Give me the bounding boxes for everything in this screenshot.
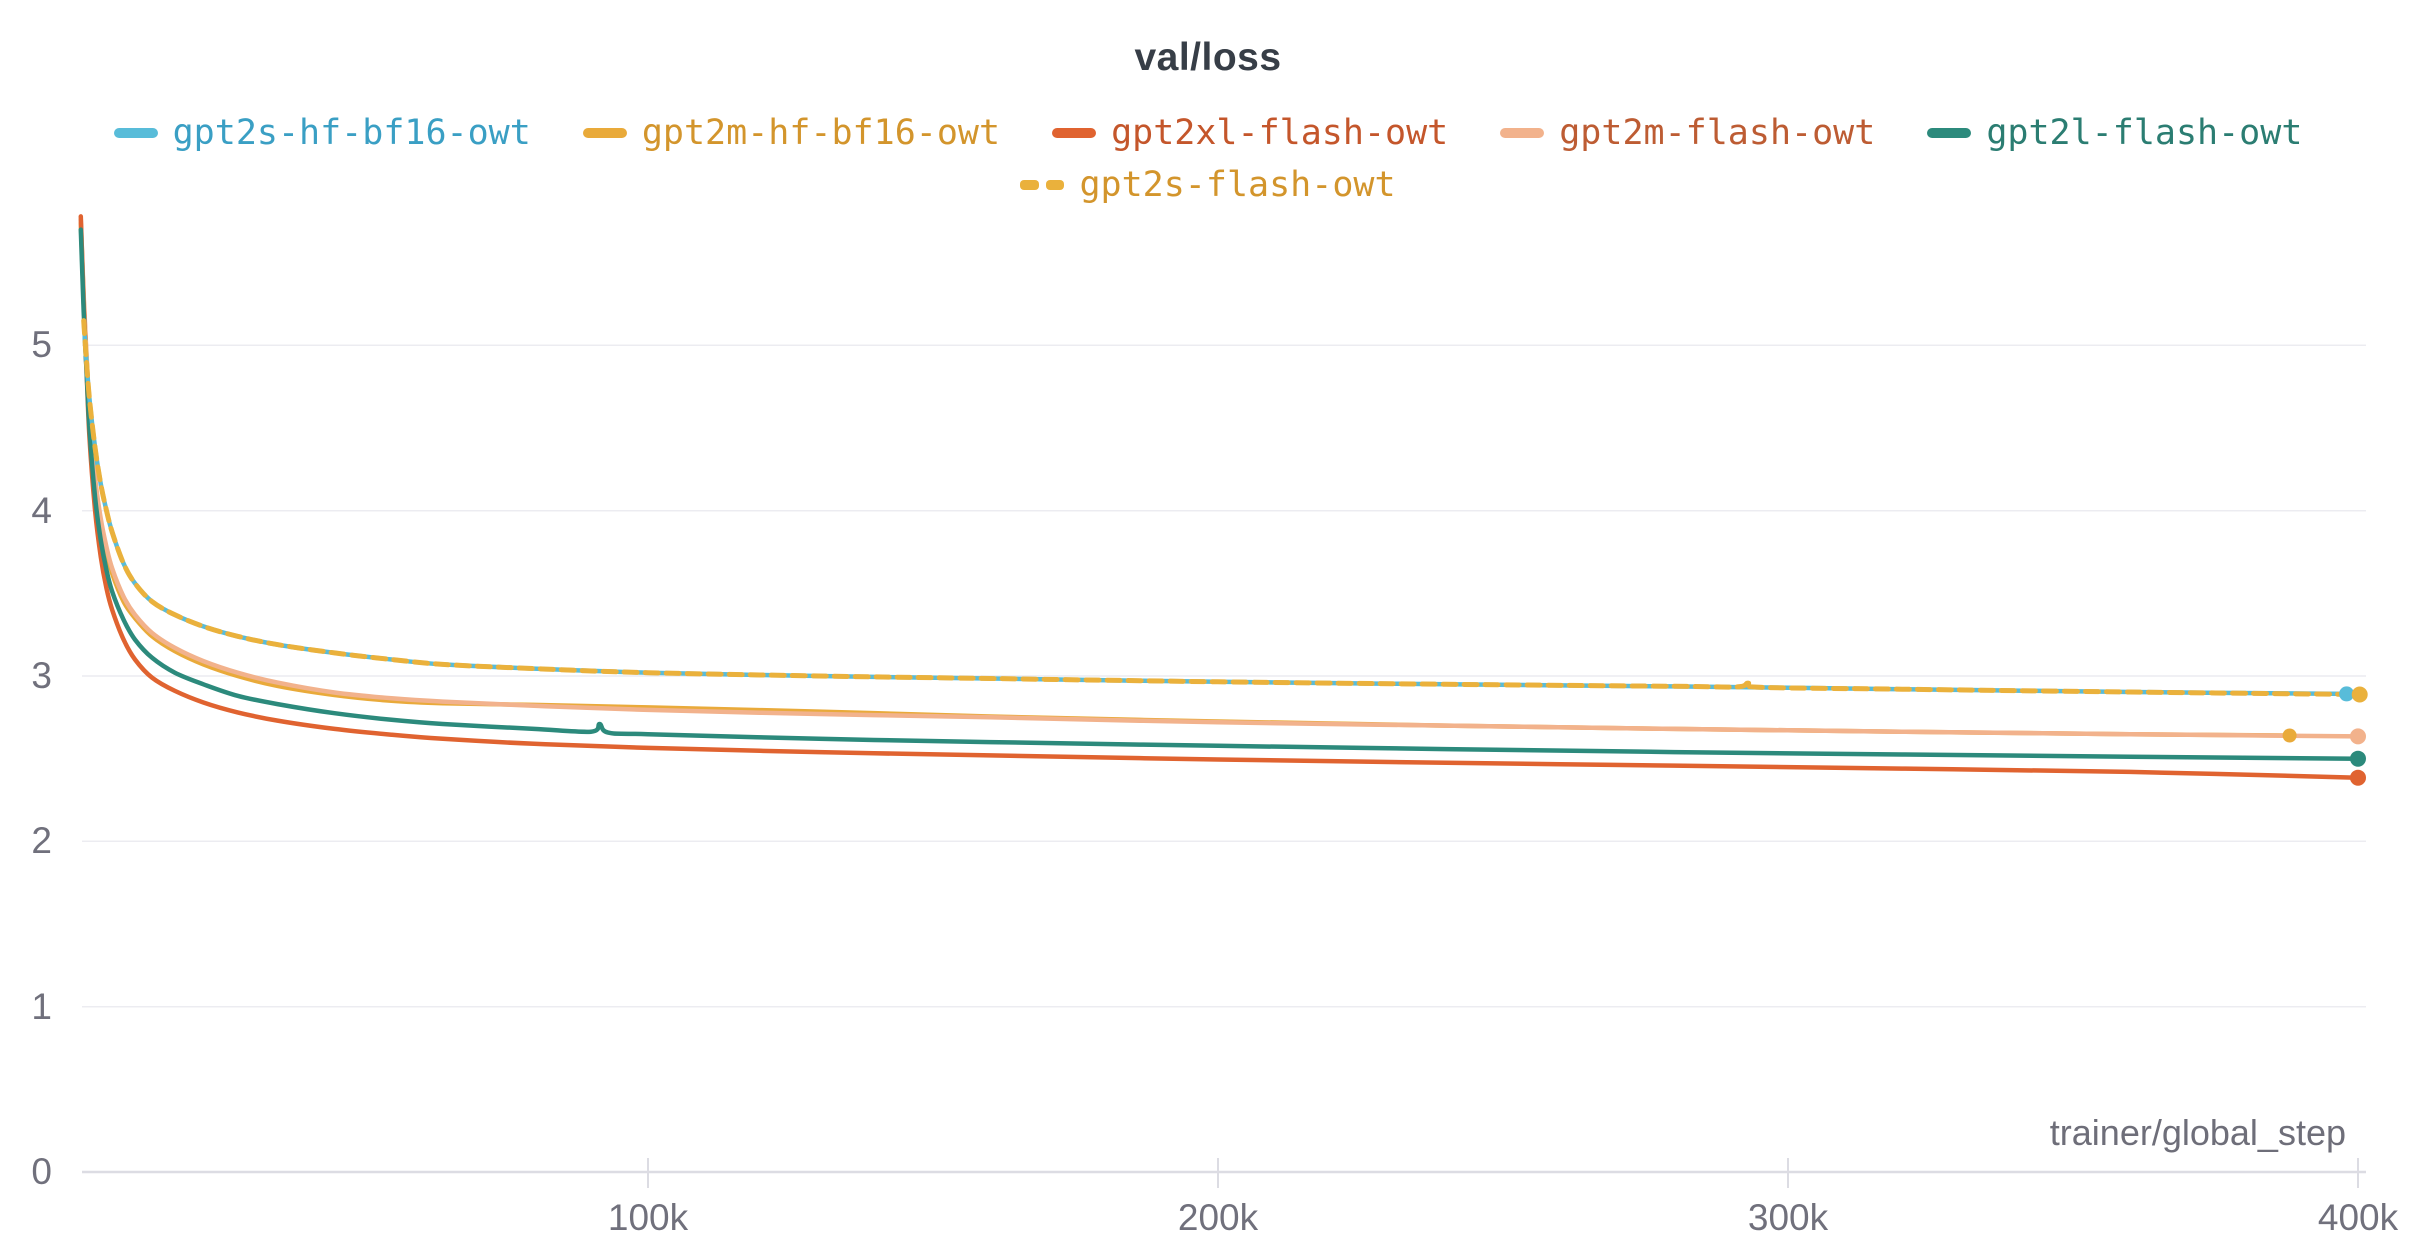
legend-line-swatch	[1927, 128, 1972, 138]
legend-item-gpt2m-flash-owt[interactable]: gpt2m-flash-owt	[1500, 112, 1876, 153]
y-axis-tick-label-1: 1	[31, 985, 52, 1027]
legend-item-gpt2m-hf-bf16-owt[interactable]: gpt2m-hf-bf16-owt	[582, 112, 1001, 153]
series-end-dot-gpt2s-hf-bf16-owt	[2339, 686, 2355, 702]
legend-label: gpt2s-flash-owt	[1079, 164, 1396, 205]
chart-legend: gpt2s-hf-bf16-owt gpt2m-hf-bf16-owt gpt2xl…	[0, 110, 2416, 214]
y-axis-tick-label-2: 2	[31, 820, 52, 862]
x-axis-tick-label-400k: 400k	[2317, 1197, 2399, 1238]
x-axis-tick-label-100k: 100k	[607, 1197, 689, 1238]
legend-label: gpt2s-hf-bf16-owt	[172, 112, 531, 153]
y-axis-tick-label-5: 5	[31, 324, 52, 366]
legend-item-gpt2l-flash-owt[interactable]: gpt2l-flash-owt	[1927, 112, 2303, 153]
series-end-dot-gpt2m-hf-bf16-owt	[2282, 728, 2297, 743]
series-line-gpt2l-flash-owt[interactable]	[78, 227, 2361, 761]
x-axis-tick-label-300k: 300k	[1747, 1197, 1829, 1238]
series-end-dot-gpt2s-flash-owt	[2351, 686, 2368, 703]
legend-row-1: gpt2s-hf-bf16-owt gpt2m-hf-bf16-owt gpt2xl…	[0, 110, 2416, 156]
legend-item-gpt2s-hf-bf16-owt[interactable]: gpt2s-hf-bf16-owt	[113, 112, 531, 153]
legend-label: gpt2l-flash-owt	[1986, 112, 2303, 153]
x-axis-tick-label-200k: 200k	[1177, 1197, 1259, 1238]
legend-label: gpt2m-hf-bf16-owt	[641, 112, 1001, 153]
series-line-gpt2m-hf-bf16-owt[interactable]	[78, 220, 2292, 738]
series-end-dot-gpt2l-flash-owt	[2350, 750, 2366, 767]
legend-dashed-line-swatch	[1020, 180, 1065, 190]
y-axis-tick-label-0: 0	[31, 1151, 52, 1192]
series-end-dot-gpt2m-flash-owt	[2350, 728, 2366, 745]
chart-title: val/loss	[1134, 36, 1282, 79]
y-axis-tick-label-3: 3	[31, 655, 52, 696]
legend-line-swatch	[113, 128, 158, 138]
x-axis-title: trainer/global_step	[2049, 1112, 2346, 1153]
legend-item-gpt2xl-flash-owt[interactable]: gpt2xl-flash-owt	[1052, 112, 1449, 153]
series-line-gpt2xl-flash-owt[interactable]	[78, 214, 2361, 780]
legend-row-2: gpt2s-flash-owt	[0, 162, 2416, 208]
series-end-dot-gpt2xl-flash-owt	[2350, 769, 2366, 786]
y-axis-tick-label-4: 4	[31, 489, 52, 531]
legend-item-gpt2s-flash-owt[interactable]: gpt2s-flash-owt	[1020, 164, 1396, 205]
legend-dash-segment	[1045, 180, 1065, 190]
legend-label: gpt2m-flash-owt	[1559, 112, 1876, 153]
legend-label: gpt2xl-flash-owt	[1111, 112, 1449, 153]
legend-line-swatch	[1500, 128, 1545, 138]
legend-line-swatch	[582, 128, 627, 138]
legend-dash-segment	[1020, 180, 1039, 190]
legend-line-swatch	[1052, 128, 1097, 138]
series-line-gpt2s-flash-owt[interactable]	[81, 318, 2363, 697]
series-line-gpt2s-hf-bf16-owt[interactable]	[81, 318, 2349, 697]
series-line-gpt2m-flash-owt[interactable]	[78, 217, 2361, 739]
